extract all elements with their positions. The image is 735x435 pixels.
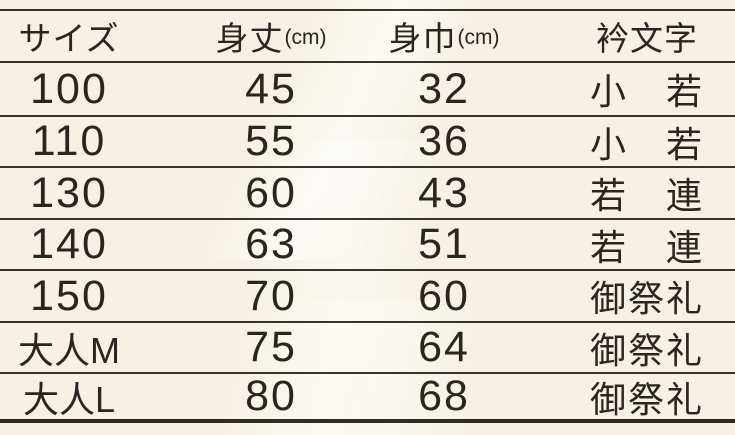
cell-body-length: 45 bbox=[245, 64, 297, 113]
table-rule bbox=[0, 269, 735, 271]
table-rule bbox=[0, 218, 735, 220]
cell-body-length: 55 bbox=[245, 117, 297, 165]
cell-size: 130 bbox=[30, 168, 108, 217]
table-rule bbox=[0, 321, 735, 323]
table-rule bbox=[0, 115, 735, 117]
cell-collar-text: 御祭礼 bbox=[589, 329, 704, 371]
cell-size: 100 bbox=[30, 64, 108, 113]
cell-body-width: 51 bbox=[418, 220, 470, 268]
cell-size: 110 bbox=[31, 117, 107, 165]
cell-size: 大人M bbox=[18, 329, 120, 371]
cell-size: 150 bbox=[30, 271, 108, 320]
table-rule bbox=[0, 372, 735, 374]
table-rule bbox=[0, 166, 735, 168]
table-rule-bottom bbox=[0, 419, 735, 423]
cell-body-width: 64 bbox=[418, 323, 470, 371]
cell-body-width: 60 bbox=[418, 271, 470, 320]
header-collar-text: 衿文字 bbox=[560, 11, 734, 61]
table-row: 100 45 32 小 若 bbox=[0, 63, 735, 115]
table-row: 150 70 60 御祭礼 bbox=[0, 271, 735, 321]
table-rule bbox=[0, 61, 735, 63]
cell-body-width: 32 bbox=[418, 64, 470, 113]
cell-body-length: 75 bbox=[245, 323, 297, 371]
header-size: サイズ bbox=[0, 11, 138, 61]
cell-body-width: 36 bbox=[418, 117, 470, 165]
cell-body-length: 60 bbox=[245, 168, 297, 217]
header-body-length: 身丈 (cm) bbox=[161, 11, 381, 61]
cell-body-length: 63 bbox=[245, 220, 297, 268]
cell-body-width: 43 bbox=[418, 168, 470, 217]
cell-body-length: 80 bbox=[245, 372, 297, 420]
table-row: 140 63 51 若 連 bbox=[0, 220, 735, 269]
cell-collar-text: 若 連 bbox=[589, 175, 704, 216]
header-body-width: 身巾 (cm) bbox=[354, 11, 534, 61]
cell-collar-text: 御祭礼 bbox=[589, 378, 704, 420]
header-body-width-unit: (cm) bbox=[457, 26, 500, 49]
cell-size: 大人L bbox=[22, 378, 116, 420]
header-collar-text-label: 衿文字 bbox=[596, 20, 698, 57]
table-header-row: サイズ 身丈 (cm) 身巾 (cm) 衿文字 bbox=[0, 11, 735, 61]
cell-size: 140 bbox=[30, 220, 108, 268]
table-row: 大人M 75 64 御祭礼 bbox=[0, 323, 735, 372]
table-row: 130 60 43 若 連 bbox=[0, 168, 735, 218]
cell-collar-text: 小 若 bbox=[589, 123, 704, 165]
header-body-width-label: 身巾 bbox=[388, 20, 457, 57]
cell-collar-text: 若 連 bbox=[589, 226, 704, 268]
cell-body-width: 68 bbox=[418, 372, 470, 420]
table-rule-top bbox=[0, 9, 735, 11]
header-body-length-label: 身丈 bbox=[215, 20, 284, 57]
cell-body-length: 70 bbox=[245, 271, 297, 320]
table-row: 大人L 80 68 御祭礼 bbox=[0, 372, 735, 420]
header-body-length-unit: (cm) bbox=[284, 26, 327, 49]
table-row: 110 55 36 小 若 bbox=[0, 117, 735, 166]
cell-collar-text: 小 若 bbox=[589, 71, 704, 112]
cell-collar-text: 御祭礼 bbox=[589, 278, 704, 319]
header-size-label: サイズ bbox=[18, 20, 120, 57]
